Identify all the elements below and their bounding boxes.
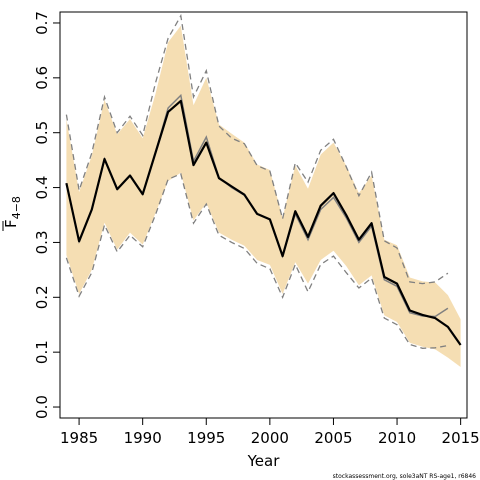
x-tick-label: 1985 (60, 429, 98, 447)
y-axis: 0.0 0.1 0.2 0.3 0.4 0.5 0.6 0.7 (33, 11, 60, 419)
y-axis-title: F4−8 (2, 196, 23, 231)
x-tick-label: 2005 (314, 429, 352, 447)
y-tick-label: 0.6 (33, 66, 51, 90)
x-tick-label: 2015 (442, 429, 480, 447)
x-tick-label: 2000 (251, 429, 289, 447)
x-tick-label: 2010 (378, 429, 416, 447)
svg-text:F4−8: F4−8 (2, 196, 23, 228)
y-tick-label: 0.4 (33, 176, 51, 200)
y-tick-label: 0.0 (33, 395, 51, 419)
comparison-lower-line (65, 173, 449, 349)
comparison-upper-line (65, 13, 449, 285)
plot-frame (59, 11, 468, 419)
x-axis-title: Year (247, 452, 281, 470)
confidence-band-layer (66, 25, 461, 367)
y-tick-label: 0.3 (33, 231, 51, 255)
estimate-line (65, 99, 462, 346)
y-axis-title-subscript: 4−8 (10, 196, 23, 219)
x-tick-label: 1990 (124, 429, 162, 447)
y-axis-title-main: F (2, 219, 20, 228)
footer-note: stockassessment.org, sole3aNT RS-age1, r… (333, 473, 477, 480)
series-line-layer (65, 13, 462, 349)
y-tick-label: 0.5 (33, 121, 51, 145)
x-axis: 1985 1990 1995 2000 2005 2010 2015 (60, 418, 480, 447)
x-tick-label: 1995 (187, 429, 225, 447)
y-tick-label: 0.2 (33, 285, 51, 309)
y-tick-label: 0.7 (33, 11, 51, 35)
y-tick-label: 0.1 (33, 340, 51, 364)
confidence-band (66, 25, 461, 367)
